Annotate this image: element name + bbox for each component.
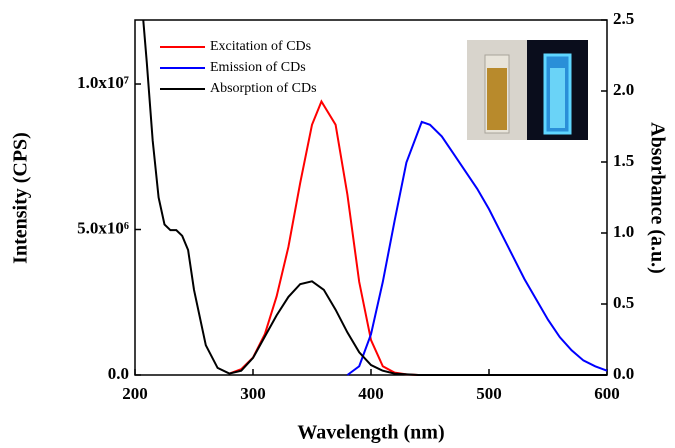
y2-tick-label: 2.5: [613, 9, 634, 28]
x-tick-label: 600: [594, 384, 620, 403]
legend-label: Absorption of CDs: [210, 81, 317, 96]
y-axis-title: Intensity (CPS): [10, 132, 32, 264]
y-tick-label: 5.0x10⁶: [77, 218, 129, 237]
y2-axis-title: Absorbance (a.u.): [646, 122, 668, 274]
cuvette-glow-core: [550, 68, 565, 128]
legend-label: Excitation of CDs: [210, 39, 311, 54]
legend-label: Emission of CDs: [210, 60, 306, 75]
x-tick-label: 300: [240, 384, 266, 403]
x-tick-label: 400: [358, 384, 384, 403]
y-tick-label: 1.0x10⁷: [77, 73, 129, 92]
y-tick-label: 0.0: [108, 364, 129, 383]
y2-tick-label: 2.0: [613, 80, 634, 99]
cuvette-liquid: [487, 68, 507, 130]
y2-tick-label: 1.5: [613, 151, 634, 170]
series-line: [346, 120, 608, 376]
series-line: [142, 19, 607, 376]
y2-tick-label: 0.0: [613, 364, 634, 383]
y2-tick-label: 1.0: [613, 222, 634, 241]
x-axis-title: Wavelength (nm): [297, 422, 444, 444]
series-line: [229, 99, 419, 376]
y2-tick-label: 0.5: [613, 293, 634, 312]
x-tick-label: 500: [476, 384, 502, 403]
x-tick-label: 200: [122, 384, 148, 403]
inset-photo: [467, 40, 588, 140]
